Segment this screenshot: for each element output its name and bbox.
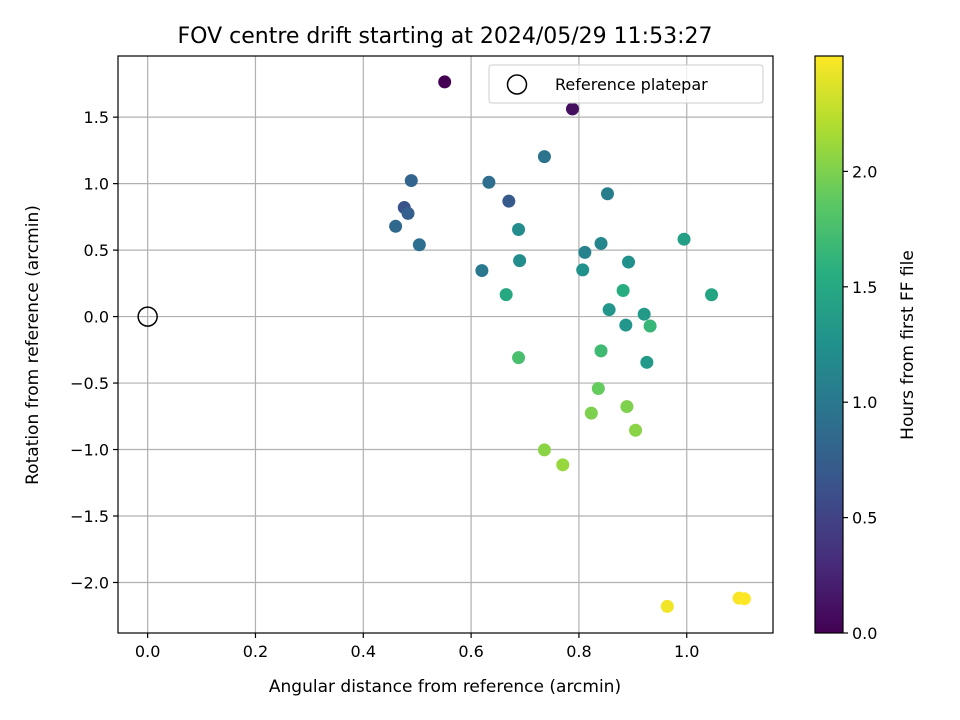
data-point — [602, 303, 616, 317]
y-tick-label: −1.5 — [70, 507, 109, 526]
colorbar-tick-label: 0.0 — [852, 624, 877, 643]
data-point — [584, 406, 598, 420]
x-tick-label: 1.0 — [674, 642, 699, 661]
data-point — [565, 102, 579, 116]
chart-title: FOV centre drift starting at 2024/05/29 … — [178, 24, 713, 49]
data-point — [412, 238, 426, 252]
data-point — [537, 150, 551, 164]
colorbar-tick-label: 2.0 — [852, 162, 877, 181]
data-point — [640, 355, 654, 369]
data-point — [512, 351, 526, 365]
colorbar-ticks: 0.0 0.5 1.0 1.5 2.0 — [843, 162, 877, 643]
y-tick-label: 1.0 — [84, 175, 109, 194]
data-point — [401, 206, 415, 220]
y-tick-label: −0.5 — [70, 374, 109, 393]
y-tick-label: 1.5 — [84, 108, 109, 127]
y-axis-ticks: −2.0 −1.5 −1.0 −0.5 0.0 0.5 1.0 1.5 — [70, 108, 118, 592]
data-point — [677, 232, 691, 246]
y-tick-label: 0.5 — [84, 241, 109, 260]
data-points — [137, 75, 751, 613]
data-point — [537, 443, 551, 457]
x-axis-label: Angular distance from reference (arcmin) — [269, 677, 621, 697]
data-point — [619, 318, 633, 332]
reference-point — [137, 306, 158, 327]
data-point — [475, 264, 489, 278]
colorbar: 0.0 0.5 1.0 1.5 2.0 Hours from first FF file — [814, 55, 918, 643]
y-axis-label: Rotation from reference (arcmin) — [23, 205, 43, 485]
legend-box — [488, 64, 764, 104]
grid-lines — [118, 56, 773, 633]
data-point — [499, 288, 513, 302]
legend-label: Reference platepar — [555, 75, 708, 94]
y-tick-label: −2.0 — [70, 573, 109, 592]
x-axis-ticks: 0.0 0.2 0.4 0.6 0.8 1.0 — [135, 633, 699, 661]
data-point — [660, 599, 674, 613]
data-point — [616, 284, 630, 298]
plot-background — [118, 56, 773, 633]
data-point — [578, 245, 592, 259]
data-point — [502, 194, 516, 208]
data-point — [576, 263, 590, 277]
data-point — [513, 254, 527, 268]
colorbar-tick-label: 1.5 — [852, 278, 877, 297]
x-tick-label: 0.2 — [243, 642, 268, 661]
data-point — [643, 319, 657, 333]
data-point — [404, 174, 418, 188]
data-point — [556, 458, 570, 472]
x-tick-label: 0.4 — [351, 642, 376, 661]
y-tick-label: 0.0 — [84, 308, 109, 327]
legend-marker — [506, 74, 528, 95]
data-point — [629, 423, 643, 437]
x-tick-label: 0.8 — [566, 642, 591, 661]
plot-area: 0.0 0.2 0.4 0.6 0.8 1.0 −2.0−1.5−1.0−0.50.00.… — [70, 55, 774, 661]
colorbar-gradient — [814, 55, 844, 634]
data-point — [620, 400, 634, 414]
colorbar-tick-label: 1.0 — [852, 393, 877, 412]
data-point — [600, 187, 614, 201]
data-point — [512, 222, 526, 236]
data-point — [737, 592, 751, 606]
data-point — [637, 307, 651, 321]
data-point — [594, 344, 608, 358]
data-point — [705, 288, 719, 302]
plot-frame — [117, 55, 774, 634]
data-point — [591, 382, 605, 396]
data-point — [389, 219, 403, 233]
data-point — [622, 255, 636, 269]
legend: Reference platepar — [488, 64, 764, 104]
y-tick-label: −1.0 — [70, 441, 109, 460]
colorbar-tick-label: 0.5 — [852, 509, 877, 528]
data-point — [482, 175, 496, 189]
data-point — [438, 75, 452, 89]
colorbar-label: Hours from first FF file — [898, 250, 918, 440]
data-point — [594, 236, 608, 250]
x-tick-label: 0.0 — [135, 642, 160, 661]
x-tick-label: 0.6 — [458, 642, 483, 661]
